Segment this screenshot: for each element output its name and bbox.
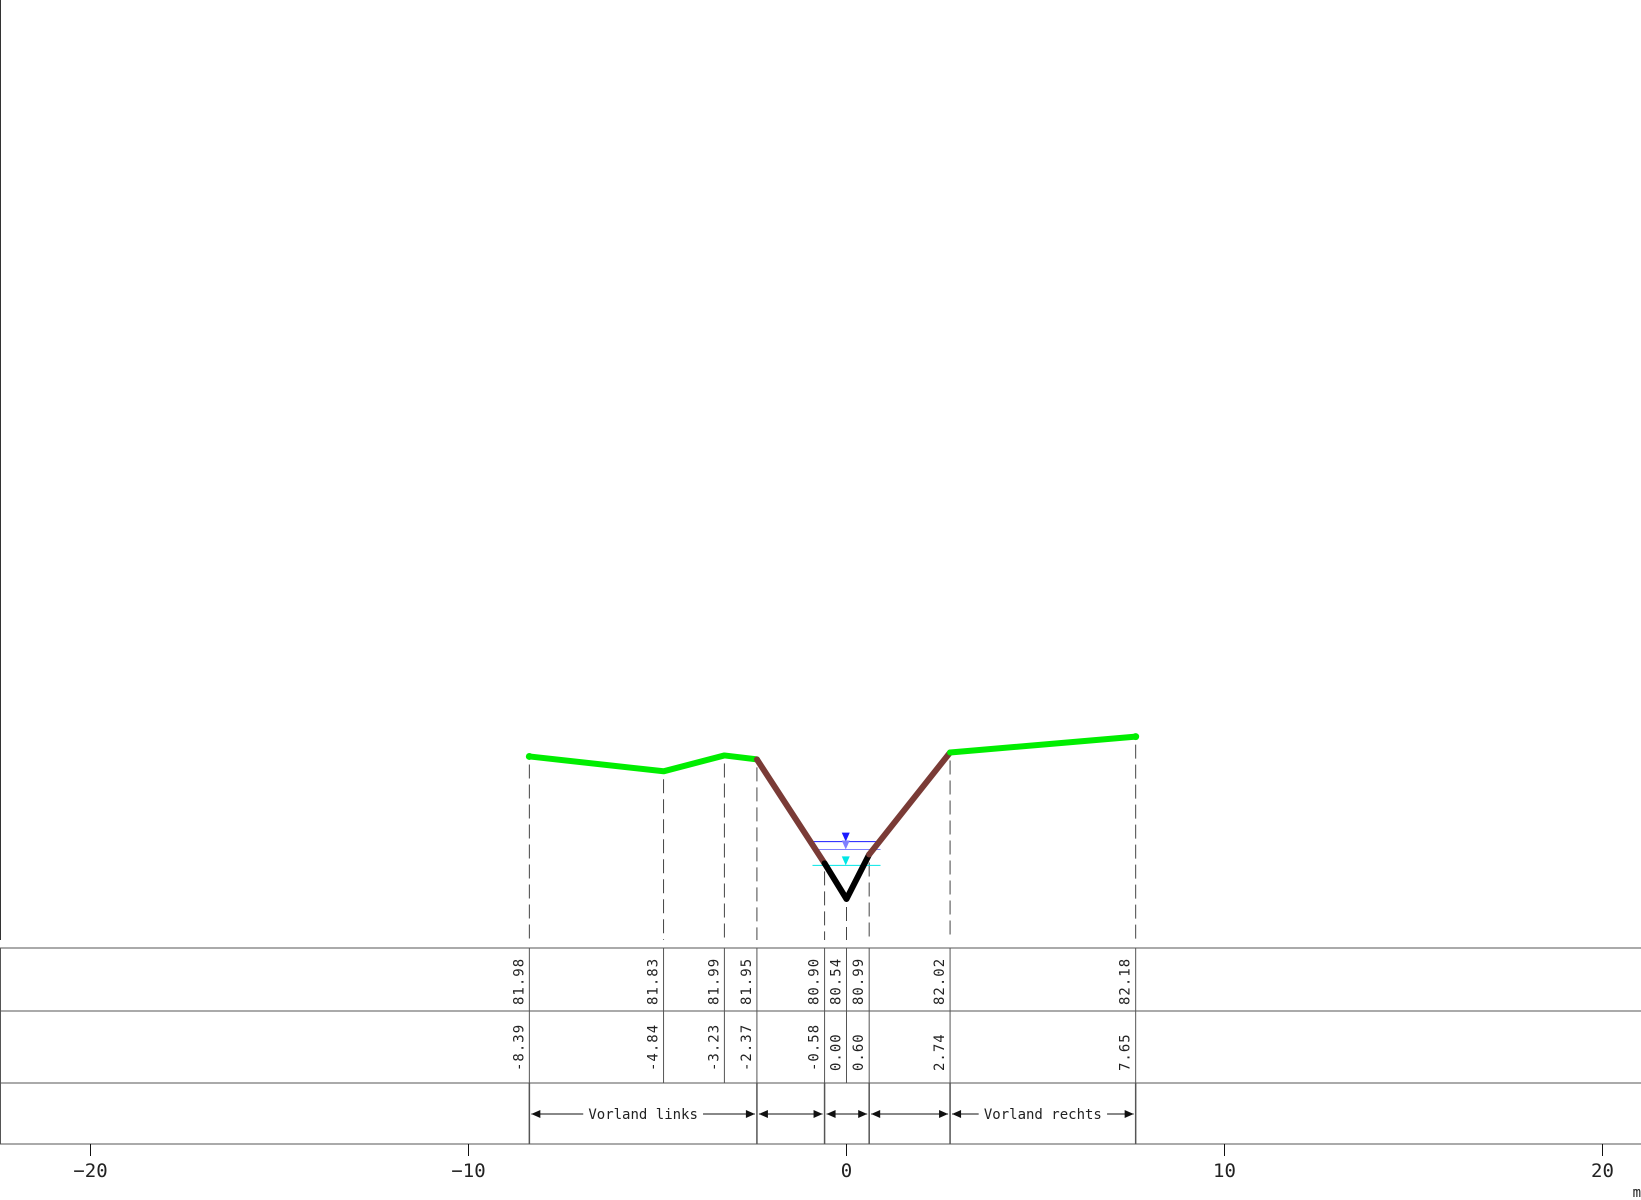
foreland-segment [526, 752, 760, 775]
bed-segment [821, 851, 873, 902]
water-level-marker [841, 856, 850, 866]
zone-arrow-head [939, 1110, 949, 1118]
water-level-marker [841, 840, 850, 850]
x-axis-unit: m [1633, 1185, 1641, 1200]
zone-arrow-head [1124, 1110, 1134, 1118]
height-value: 80.99 [851, 958, 867, 1005]
station-value: 2.74 [932, 1033, 948, 1071]
height-value: 80.54 [829, 958, 845, 1005]
stations-row: -8.39 -4.84 -3.23 -2.37 -0.58 0.00 0.60 2.74 7.6… [511, 1024, 1133, 1071]
x-axis: −20 −10 0 10 20 m [73, 1144, 1641, 1200]
zone-arrow-head [826, 1110, 836, 1118]
zone-label: Vorland rechts [984, 1107, 1102, 1123]
profile-point [821, 860, 828, 867]
profile-point [843, 896, 850, 903]
bank-segment [753, 756, 828, 867]
height-value: 81.95 [739, 958, 755, 1005]
station-value: 0.60 [851, 1033, 867, 1071]
profile-point [1132, 733, 1140, 741]
table-column-lines [528, 948, 1137, 1144]
x-tick-label: −20 [73, 1160, 107, 1182]
heights-row: 81.98 81.83 81.99 81.95 80.90 80.54 80.99 82.02… [511, 958, 1133, 1005]
height-value: 82.18 [1118, 958, 1134, 1005]
foreland-segment [947, 733, 1139, 756]
zone-arrow-head [758, 1110, 768, 1118]
zone-arrow-head [952, 1110, 962, 1118]
profile-point [660, 768, 667, 775]
zone-arrow-head [745, 1110, 755, 1118]
station-value: -4.84 [646, 1024, 662, 1071]
station-drop-lines [528, 744, 1137, 940]
x-tick-label: −10 [451, 1160, 485, 1182]
zone-arrow-head [531, 1110, 541, 1118]
zone-arrow-head [858, 1110, 868, 1118]
profile-point [947, 749, 954, 756]
station-value: -3.23 [706, 1024, 722, 1071]
zones-row: Vorland links Vorland rechts [531, 1107, 1134, 1123]
profile-point [721, 752, 728, 759]
height-value: 81.83 [646, 958, 662, 1005]
height-value: 82.02 [932, 958, 948, 1005]
x-tick-label: 20 [1591, 1160, 1614, 1182]
station-value: 7.65 [1118, 1033, 1134, 1071]
zone-label: Vorland links [588, 1107, 698, 1123]
height-value: 81.99 [706, 958, 722, 1005]
profile-point [866, 851, 873, 858]
terrain-profile [525, 733, 1140, 903]
x-tick-label: 0 [841, 1160, 852, 1182]
station-value: -2.37 [739, 1024, 755, 1071]
station-value: -0.58 [807, 1024, 823, 1071]
zone-arrow-head [813, 1110, 823, 1118]
data-table [0, 947, 1641, 1145]
profile-point [753, 756, 760, 763]
profile-point [525, 752, 533, 760]
height-value: 81.98 [511, 958, 527, 1005]
water-level-marker [841, 832, 850, 842]
zone-arrow-head [871, 1110, 881, 1118]
station-value: -8.39 [511, 1024, 527, 1071]
station-value: 0.00 [829, 1033, 845, 1071]
bank-segment [866, 749, 954, 858]
x-tick-label: 10 [1213, 1160, 1236, 1182]
height-value: 80.90 [807, 958, 823, 1005]
